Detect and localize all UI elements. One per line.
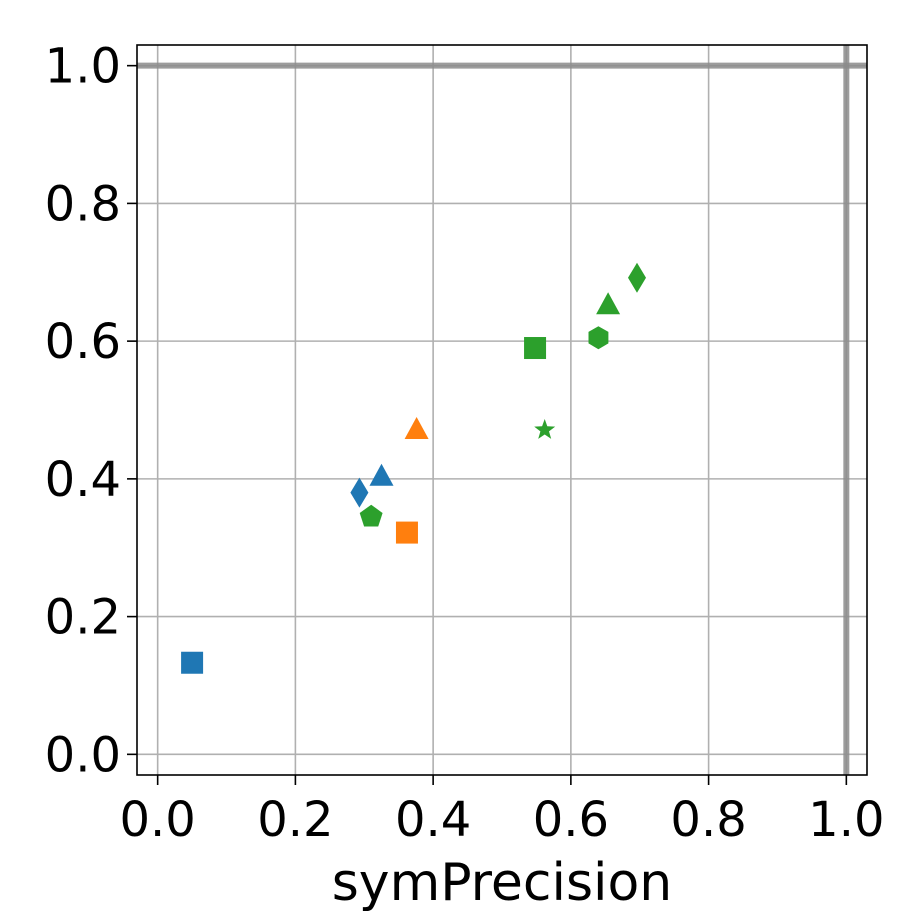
x-tick-label: 0.2 <box>257 792 333 848</box>
data-points <box>181 262 646 674</box>
plot-frame <box>136 44 868 776</box>
point-triangle <box>596 292 621 315</box>
x-tick-label: 1.0 <box>808 792 884 848</box>
x-tick-label: 0.8 <box>670 792 746 848</box>
point-diamond <box>628 262 646 293</box>
x-tick-label: 0.0 <box>119 792 195 848</box>
point-square <box>524 337 547 360</box>
y-tick-label: 0.6 <box>45 314 121 370</box>
y-tick-label: 0.8 <box>45 176 121 232</box>
x-tick-label: 0.4 <box>395 792 471 848</box>
point-star <box>534 419 556 439</box>
y-tick-label: 0.2 <box>45 590 121 646</box>
point-diamond <box>350 477 369 508</box>
axis-ticks: 0.0 0.2 0.4 0.6 0.8 1.0 0.0 0.2 0.4 0.6 0.8 1.0 <box>45 39 885 848</box>
point-square <box>395 521 418 544</box>
y-tick-label: 0.0 <box>45 727 121 783</box>
point-pentagon <box>359 504 383 527</box>
point-triangle <box>404 417 429 439</box>
reference-lines <box>137 45 867 775</box>
y-tick-label: 1.0 <box>45 39 121 95</box>
point-hexagon <box>588 326 609 350</box>
y-tick-label: 0.4 <box>45 452 121 508</box>
grid <box>137 45 867 775</box>
point-square <box>181 651 204 674</box>
x-tick-label: 0.6 <box>533 792 609 848</box>
point-triangle <box>369 463 394 486</box>
x-axis-title: symPrecision <box>332 853 673 913</box>
